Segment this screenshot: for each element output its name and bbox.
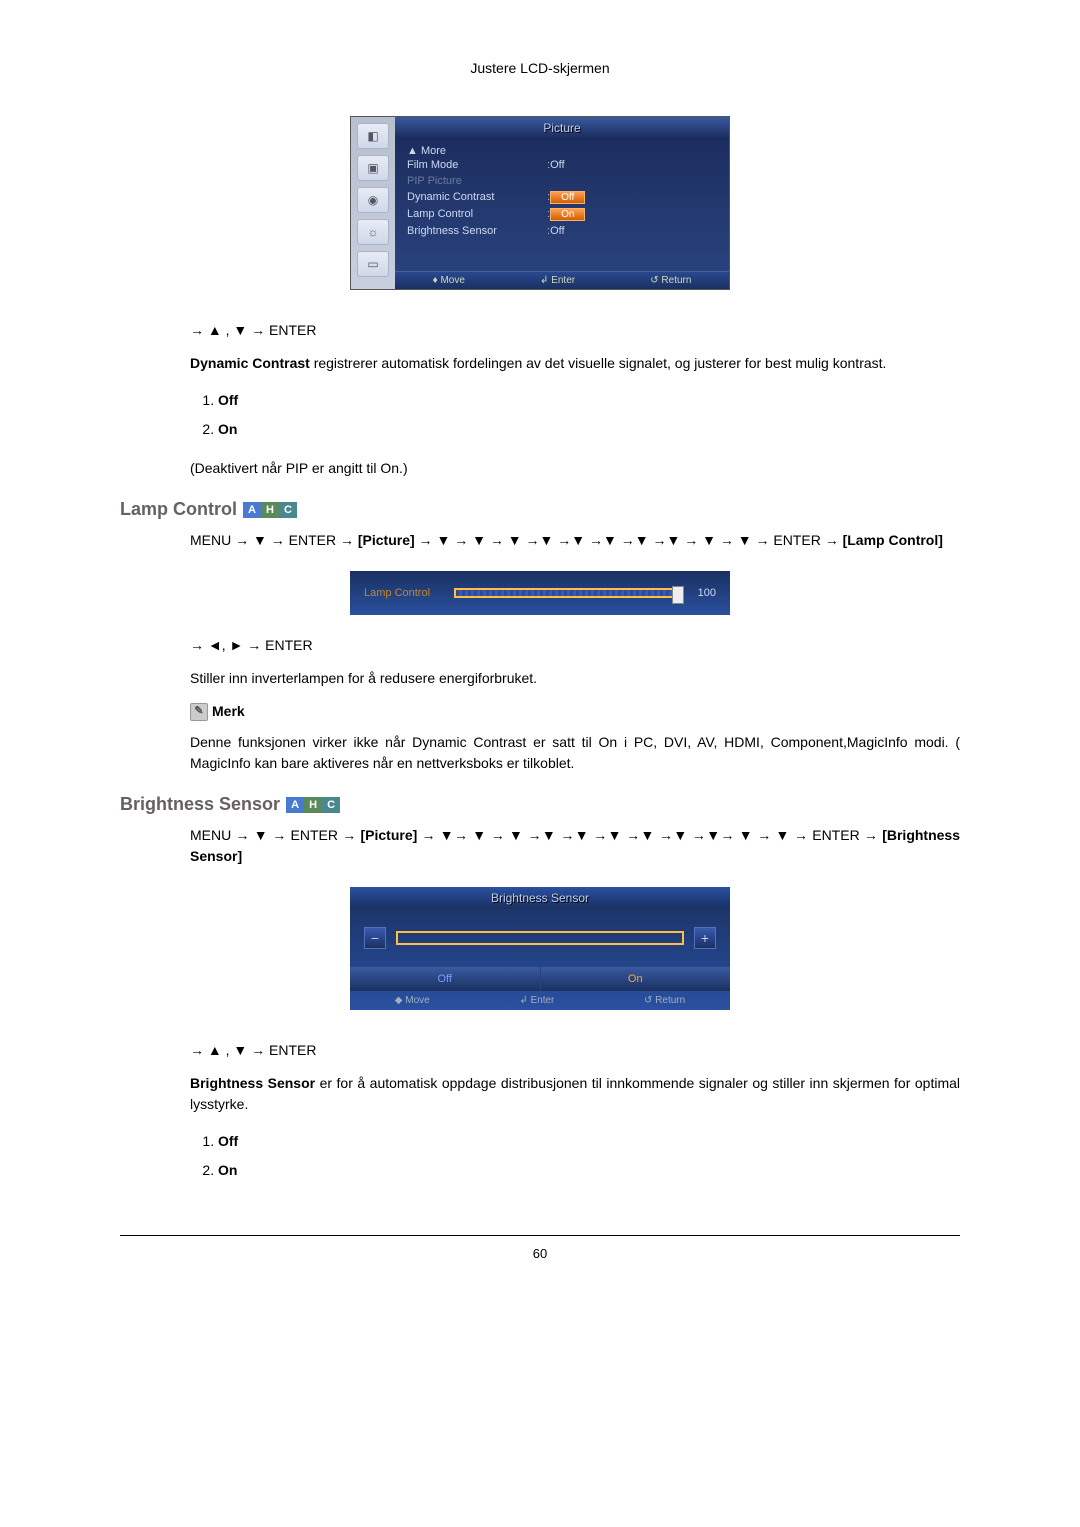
dc-off: Off [218,392,238,408]
dc-options-list: Off On [190,386,960,444]
film-mode-label: Film Mode [407,159,547,171]
dynamic-contrast-label: Dynamic Contrast [407,191,547,204]
ahc-badges-2: A H C [286,797,340,813]
bs-option-off: Off [350,967,541,991]
lamp-slider-thumb [672,586,684,604]
sidebar-icon-1: ◧ [357,123,389,149]
bs-footer-enter: ↲ Enter [519,995,554,1006]
film-mode-value: Off [550,159,564,171]
bs-options-list: Off On [190,1127,960,1185]
menu-sidebar: ◧ ▣ ◉ ☼ ▭ [351,117,395,289]
note-icon: ✎ [190,703,208,721]
lamp-control-heading: Lamp Control A H C [120,499,960,520]
bs-option-on: On [541,967,731,991]
lamp-control-value: On [550,208,585,221]
page-header: Justere LCD-skjermen [120,60,960,76]
lamp-note-text: Denne funksjonen virker ikke når Dynamic… [190,732,960,774]
dynamic-contrast-value: Off [550,191,585,204]
dynamic-contrast-desc: Dynamic Contrast registrerer automatisk … [190,353,960,374]
picture-menu-title: Picture [395,117,729,139]
badge-h: H [261,502,279,518]
sidebar-icon-5: ▭ [357,251,389,277]
lamp-desc: Stiller inn inverterlampen for å reduser… [190,668,960,689]
row-film-mode: Film Mode : Off [407,157,717,173]
badge-a: A [243,502,261,518]
row-brightness-sensor: Brightness Sensor : Off [407,223,717,239]
sidebar-icon-3: ◉ [357,187,389,213]
nav-up-down-enter: → ▲ , ▼ → ENTER [190,320,960,341]
footer-move: ♦ Move [433,275,465,286]
more-label: More [421,145,446,157]
more-row: ▲ More [407,145,717,157]
sidebar-icon-4: ☼ [357,219,389,245]
lamp-control-screenshot: Lamp Control 100 [350,571,730,615]
lamp-menu-path: MENU → ▼ → ENTER → [Picture] → ▼ → ▼ → ▼… [190,530,960,551]
bs-footer-return: ↺ Return [644,995,685,1006]
badge-h: H [304,797,322,813]
bs-off: Off [218,1133,238,1149]
lamp-slider-value: 100 [682,587,716,599]
bs-slider-bar [396,931,684,945]
lamp-slider-label: Lamp Control [364,587,454,599]
nav-up-down-enter-2: → ▲ , ▼ → ENTER [190,1040,960,1061]
nav-left-right-enter: → ◄, ► → ENTER [190,635,960,656]
row-lamp-control: Lamp Control : On [407,206,717,223]
footer-enter: ↲ Enter [540,275,575,286]
ahc-badges: A H C [243,502,297,518]
lamp-control-label: Lamp Control [407,208,547,221]
bs-title: Brightness Sensor [350,887,730,909]
dc-on: On [218,421,237,437]
badge-c: C [322,797,340,813]
page-number: 60 [120,1246,960,1261]
note-row: ✎ Merk [190,701,960,722]
sidebar-icon-2: ▣ [357,155,389,181]
brightness-sensor-screenshot: Brightness Sensor − + Off On ◆ Move ↲ En… [350,887,730,1010]
picture-menu-screenshot: ◧ ▣ ◉ ☼ ▭ Picture ▲ More Film Mode : Off… [350,116,730,290]
bs-footer-move: ◆ Move [395,995,430,1006]
lamp-slider-bar [454,588,682,598]
footer-rule [120,1235,960,1236]
bs-desc: Brightness Sensor er for å automatisk op… [190,1073,960,1115]
menu-bottom-bar: ♦ Move ↲ Enter ↺ Return [395,271,729,289]
footer-return: ↺ Return [650,275,691,286]
row-dynamic-contrast: Dynamic Contrast : Off [407,189,717,206]
pip-picture-label: PIP Picture [407,175,547,187]
dc-deactivated: (Deaktivert når PIP er angitt til On.) [190,458,960,479]
badge-c: C [279,502,297,518]
note-label: Merk [212,701,245,722]
brightness-sensor-value: Off [550,225,564,237]
bs-menu-path: MENU → ▼ → ENTER → [Picture] → ▼→ ▼ → ▼ … [190,825,960,867]
bs-minus-button: − [364,927,386,949]
brightness-sensor-label: Brightness Sensor [407,225,547,237]
brightness-sensor-heading: Brightness Sensor A H C [120,794,960,815]
bs-plus-button: + [694,927,716,949]
row-pip-picture: PIP Picture [407,173,717,189]
badge-a: A [286,797,304,813]
bs-on: On [218,1162,237,1178]
